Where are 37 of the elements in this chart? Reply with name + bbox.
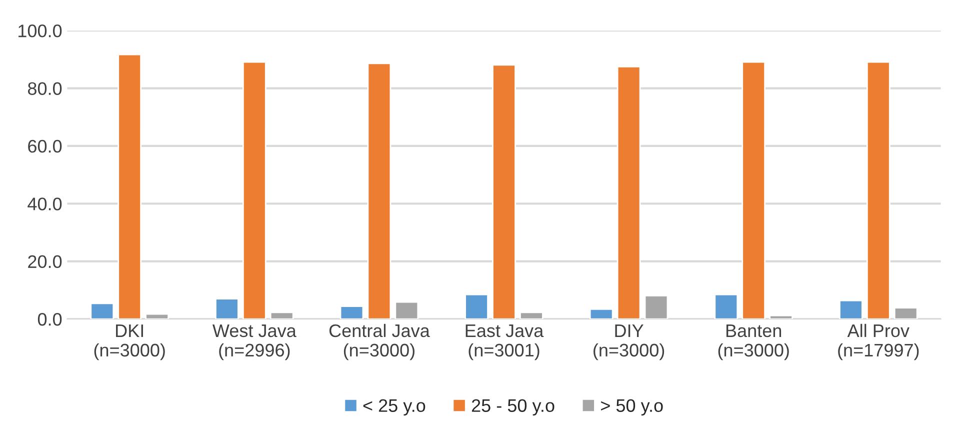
bar <box>520 312 544 320</box>
bar <box>894 307 918 320</box>
bar <box>464 294 488 320</box>
bar <box>492 64 516 320</box>
bar <box>866 61 890 320</box>
bar <box>270 312 294 320</box>
legend-label: < 25 y.o <box>363 399 426 416</box>
x-tick-label: DIY (n=3000) <box>594 324 664 360</box>
legend-label: 25 - 50 y.o <box>472 399 554 416</box>
x-tick-label: Banten (n=3000) <box>718 324 789 360</box>
bar <box>616 66 641 320</box>
bar <box>90 302 114 320</box>
bar <box>714 294 738 320</box>
bar <box>367 62 392 320</box>
bar <box>340 306 364 320</box>
y-tick-label: 60.0 <box>28 140 62 153</box>
y-tick-label: 40.0 <box>28 198 62 210</box>
bar <box>769 314 793 320</box>
x-tick-label: West Java (n=2996) <box>212 324 296 360</box>
x-tick-label: DKI (n=3000) <box>94 324 165 360</box>
y-tick-label: 100.0 <box>18 24 62 38</box>
bar <box>394 301 419 320</box>
bar <box>215 298 239 320</box>
y-tick-label: 80.0 <box>28 82 62 95</box>
y-tick-label: 0.0 <box>38 312 62 326</box>
x-tick-label: Central Java (n=3000) <box>329 324 430 360</box>
x-tick-label: All Prov (n=17997) <box>838 324 919 360</box>
bar <box>589 308 614 320</box>
bar <box>242 61 266 320</box>
legend-label: > 50 y.o <box>601 399 663 416</box>
bar <box>742 61 766 320</box>
bar <box>839 300 863 320</box>
x-tick-label: East Java (n=3001) <box>466 324 544 360</box>
bar <box>118 54 142 320</box>
y-tick-label: 20.0 <box>28 255 62 268</box>
bar <box>145 313 169 320</box>
bar <box>644 294 668 320</box>
